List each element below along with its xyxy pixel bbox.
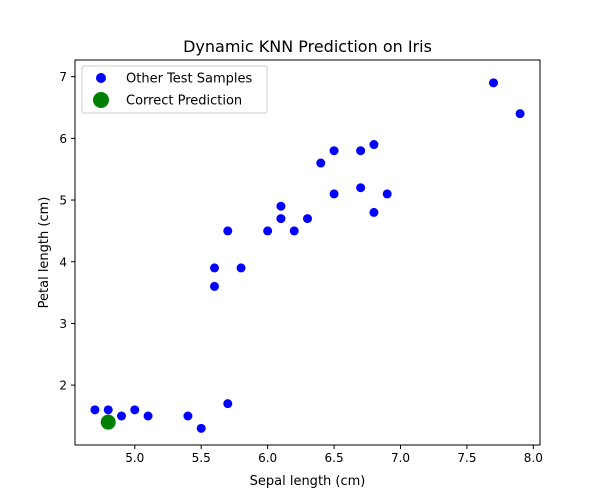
data-point-other (303, 214, 312, 224)
data-point-other (117, 411, 126, 421)
x-tick-label: 6.0 (258, 451, 277, 465)
data-point-other (382, 189, 392, 199)
legend-marker-other (96, 73, 106, 83)
x-tick-label: 5.5 (192, 451, 211, 465)
y-axis: 2 3 4 5 6 7 (59, 70, 75, 393)
data-point-other (515, 109, 525, 119)
data-point-other (236, 263, 246, 273)
data-point-other (223, 399, 233, 409)
data-point-other (289, 226, 299, 236)
chart-title: Dynamic KNN Prediction on Iris (183, 37, 432, 56)
data-point-correct (100, 414, 116, 430)
y-tick-label: 6 (59, 132, 67, 146)
y-tick-label: 3 (59, 317, 67, 331)
y-axis-label: Petal length (cm) (37, 197, 52, 309)
data-point-other (130, 405, 140, 415)
data-point-other (356, 146, 366, 156)
data-point-other (183, 411, 193, 421)
data-point-other (196, 423, 206, 433)
x-tick-label: 8.0 (524, 451, 543, 465)
data-point-other (369, 140, 379, 150)
legend-label-other: Other Test Samples (126, 72, 253, 87)
y-tick-label: 2 (59, 379, 67, 393)
y-tick-label: 5 (59, 194, 67, 208)
data-point-other (263, 226, 273, 236)
x-tick-label: 5.0 (125, 451, 144, 465)
data-point-other (329, 189, 339, 199)
legend-box (81, 65, 268, 114)
data-point-other (276, 214, 286, 224)
data-point-other (143, 411, 153, 421)
legend: Other Test Samples Correct Prediction (81, 65, 268, 114)
data-point-other (369, 207, 379, 217)
x-tick-label: 7.0 (391, 451, 410, 465)
data-point-other (210, 281, 219, 291)
x-axis: 5.0 5.5 6.0 6.5 7.0 7.5 8.0 (125, 445, 543, 465)
data-point-other (103, 405, 113, 415)
data-point-other (329, 146, 339, 156)
plot-axes: 5.0 5.5 6.0 6.5 7.0 7.5 8.0 2 3 4 5 6 7 (59, 59, 543, 465)
plot-frame (74, 59, 541, 446)
legend-marker-correct (93, 92, 109, 108)
plot-area (75, 60, 540, 445)
y-tick-label: 4 (59, 255, 67, 269)
x-tick-label: 7.5 (457, 451, 476, 465)
legend-label-correct: Correct Prediction (126, 94, 242, 109)
data-point-other (90, 405, 100, 415)
y-tick-label: 7 (59, 70, 67, 84)
data-point-other (210, 263, 219, 273)
data-point-other (223, 226, 233, 236)
data-point-other (356, 183, 366, 193)
data-points (90, 78, 525, 433)
data-point-other (276, 201, 286, 211)
x-axis-label: Sepal length (cm) (250, 474, 366, 489)
data-point-other (316, 158, 326, 168)
data-point-other (489, 78, 498, 88)
x-tick-label: 6.5 (325, 451, 344, 465)
